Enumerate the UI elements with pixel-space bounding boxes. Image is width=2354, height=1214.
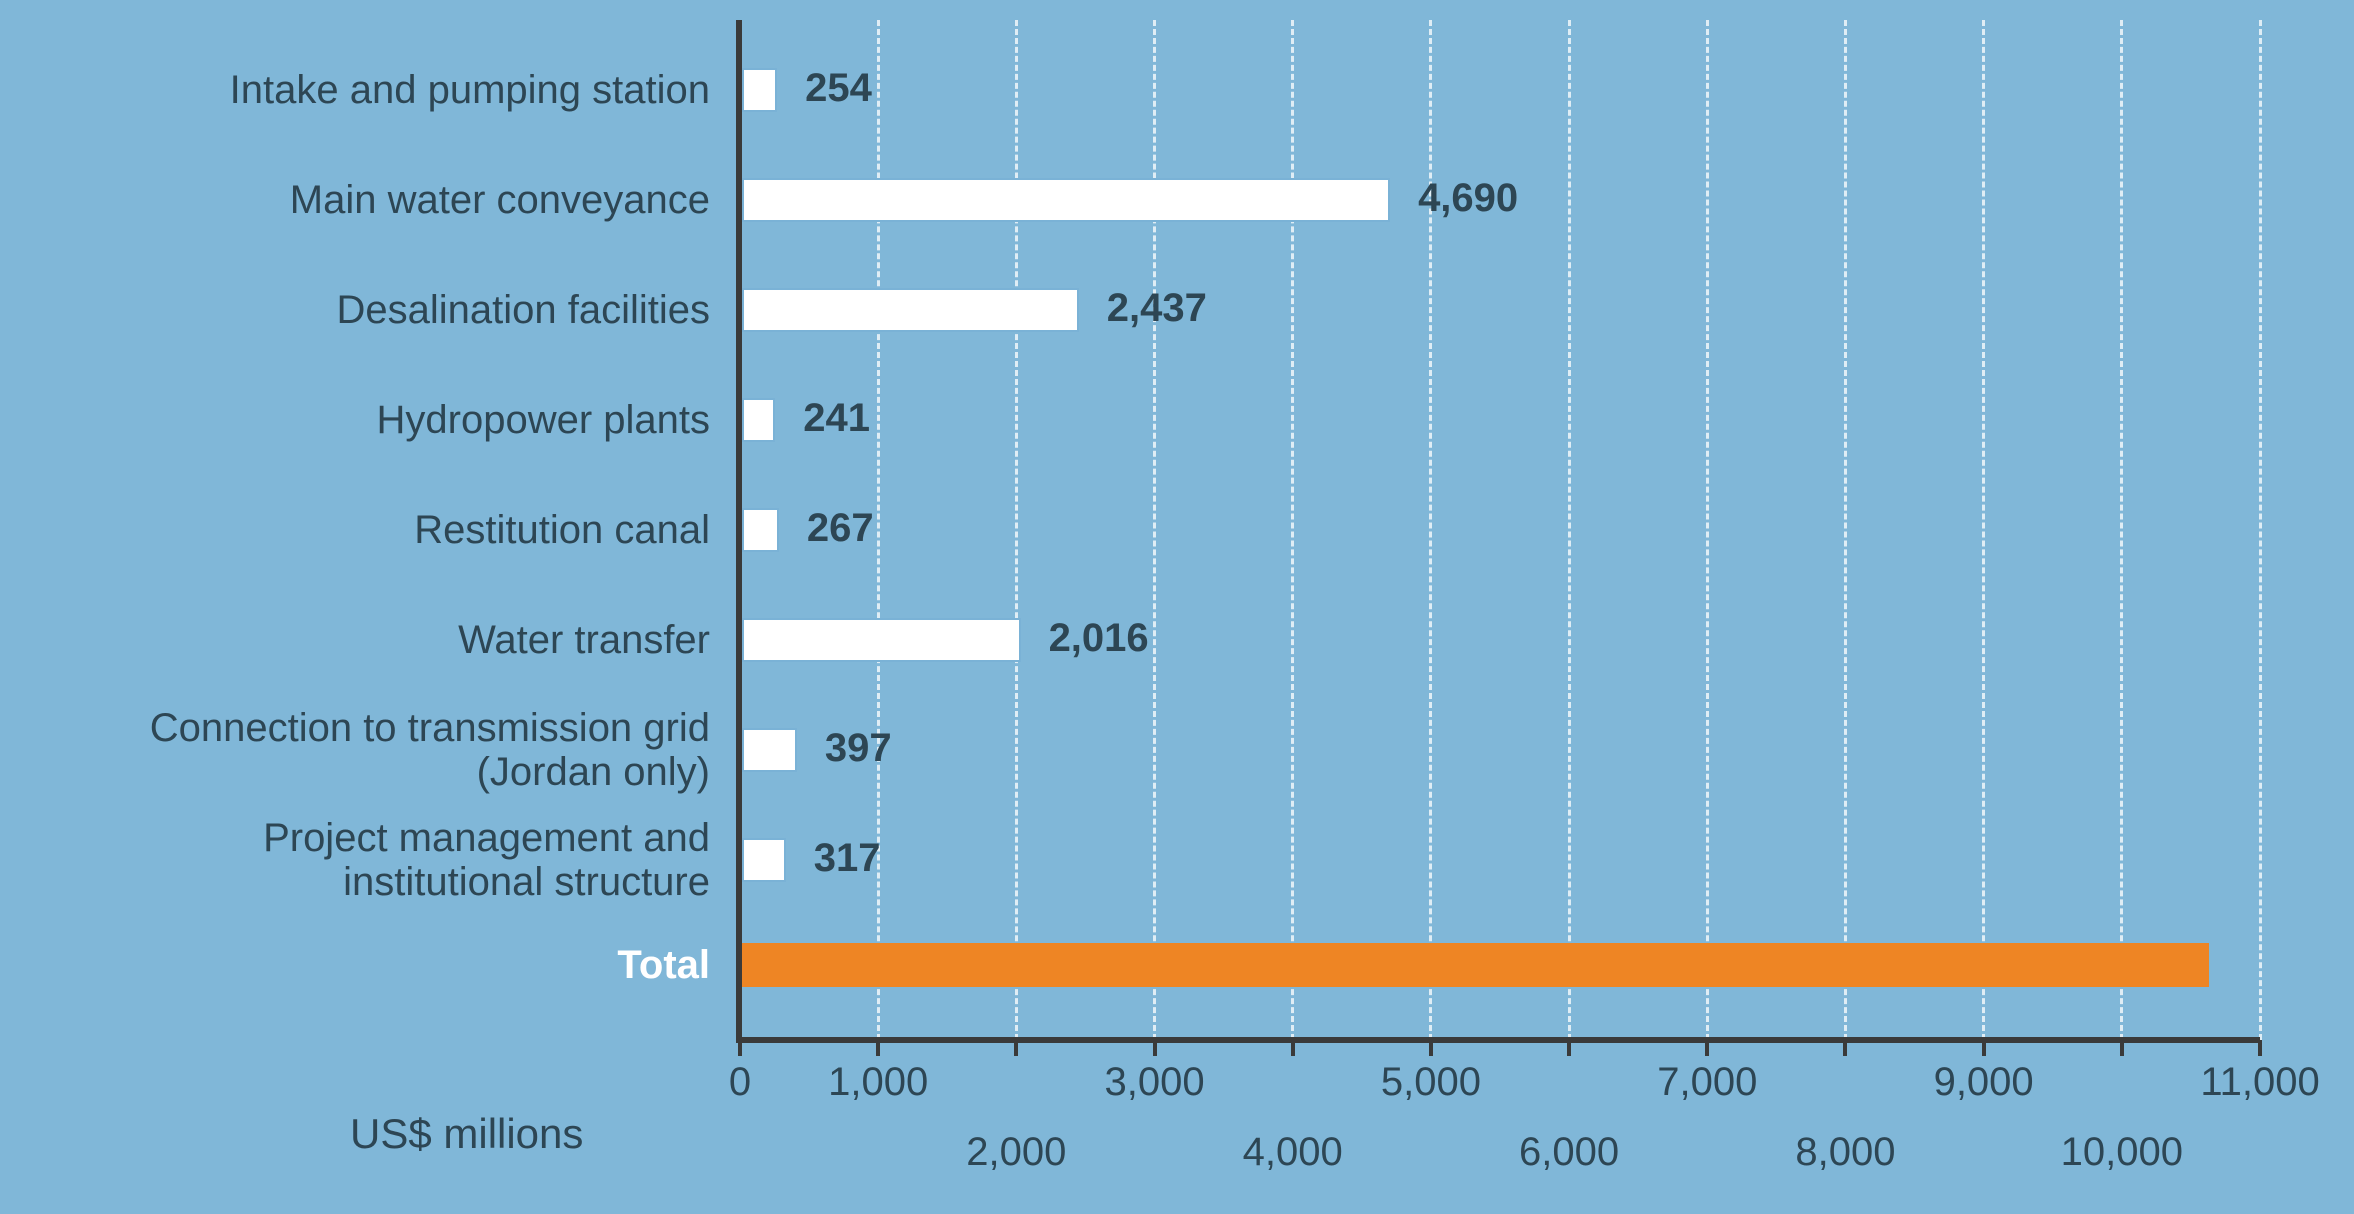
x-tick-mark [2120,1040,2124,1056]
bar-intake [742,68,777,112]
value-label-pm: 317 [814,836,881,881]
gridline [1429,20,1432,1040]
x-tick-label: 5,000 [1381,1060,1481,1105]
value-label-conveyance: 4,690 [1418,176,1518,221]
category-label-grid: Connection to transmission grid (Jordan … [0,706,710,794]
category-label-desal: Desalination facilities [0,288,710,332]
x-tick-label: 1,000 [828,1060,928,1105]
bar-desal [742,288,1079,332]
x-tick-mark [1014,1040,1018,1056]
x-tick-label: 6,000 [1519,1130,1619,1175]
x-axis-title: US$ millions [350,1110,583,1158]
x-tick-mark [738,1040,742,1056]
x-tick-label: 10,000 [2061,1130,2183,1175]
x-axis-line [736,1037,2260,1043]
x-tick-label: 7,000 [1657,1060,1757,1105]
value-label-intake: 254 [805,66,872,111]
gridline [1706,20,1709,1040]
bar-transfer [742,618,1021,662]
category-label-hydro: Hydropower plants [0,398,710,442]
gridline [1291,20,1294,1040]
gridline [2259,20,2262,1040]
category-label-transfer: Water transfer [0,618,710,662]
x-tick-mark [1705,1040,1709,1056]
cost-breakdown-chart: US$ millions Intake and pumping station 2… [0,0,2354,1214]
x-tick-mark [1153,1040,1157,1056]
x-tick-label: 11,000 [2200,1060,2319,1105]
category-label-conveyance: Main water conveyance [0,178,710,222]
bar-total [742,943,2209,987]
value-label-transfer: 2,016 [1049,616,1149,661]
bar-rest [742,508,779,552]
x-tick-label: 3,000 [1104,1060,1204,1105]
value-label-grid: 397 [825,726,892,771]
x-tick-mark [1843,1040,1847,1056]
bar-grid [742,728,797,772]
bar-conveyance [742,178,1390,222]
category-label-total: Total [0,943,710,987]
x-tick-label: 2,000 [966,1130,1066,1175]
x-tick-label: 0 [729,1060,751,1105]
bar-hydro [742,398,775,442]
bar-pm [742,838,786,882]
gridline [1982,20,1985,1040]
category-label-rest: Restitution canal [0,508,710,552]
value-label-hydro: 241 [803,396,870,441]
value-label-rest: 267 [807,506,874,551]
x-tick-mark [1982,1040,1986,1056]
x-tick-label: 8,000 [1795,1130,1895,1175]
x-tick-mark [876,1040,880,1056]
gridline [1568,20,1571,1040]
gridline [1153,20,1156,1040]
category-label-pm: Project management and institutional str… [0,816,710,904]
x-tick-mark [1567,1040,1571,1056]
x-tick-mark [1291,1040,1295,1056]
x-tick-mark [1429,1040,1433,1056]
gridline [1844,20,1847,1040]
value-label-desal: 2,437 [1107,286,1207,331]
gridline [2120,20,2123,1040]
plot-area [740,20,2260,1040]
x-tick-label: 9,000 [1934,1060,2034,1105]
gridline [1015,20,1018,1040]
category-label-intake: Intake and pumping station [0,68,710,112]
x-tick-label: 4,000 [1243,1130,1343,1175]
gridline [877,20,880,1040]
x-tick-mark [2258,1040,2262,1056]
